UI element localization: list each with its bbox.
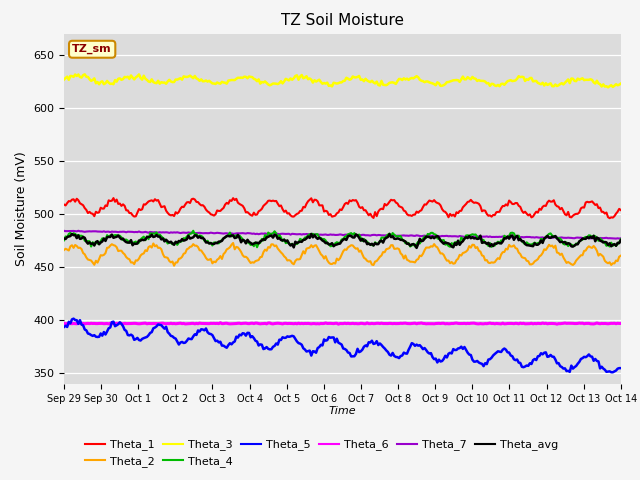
Line: Theta_7: Theta_7 [64,231,621,239]
Theta_2 [229,240,237,246]
Theta_7 [612,236,620,241]
Title: TZ Soil Moisture: TZ Soil Moisture [281,13,404,28]
Theta_1 [358,204,366,210]
Theta_avg [319,238,326,243]
Theta_6 [612,321,620,326]
Theta_7 [319,232,326,238]
Theta_4 [617,237,625,242]
Theta_2 [210,259,218,264]
Theta_5 [612,368,620,373]
Theta_4 [320,236,328,242]
Theta_3 [617,81,625,86]
Theta_avg [617,237,625,243]
Theta_7 [60,228,68,234]
Theta_7 [596,235,604,241]
Line: Theta_2: Theta_2 [64,243,621,266]
Theta_1 [60,202,68,207]
Theta_5 [390,353,398,359]
Theta_1 [390,197,398,203]
Theta_avg [60,236,68,241]
Theta_3 [604,84,612,90]
Theta_4 [596,236,604,241]
Theta_7 [358,232,366,238]
Theta_4 [360,236,368,242]
Theta_3 [358,77,366,83]
Theta_avg [390,236,398,241]
Theta_6 [60,320,68,326]
Theta_5 [595,359,602,364]
Theta_7 [617,235,625,241]
Theta_2 [170,263,178,269]
Theta_avg [413,245,420,251]
Theta_5 [70,316,77,322]
Theta_3 [319,81,326,86]
Theta_5 [617,365,625,371]
Line: Theta_5: Theta_5 [64,319,621,372]
Theta_6 [216,320,224,325]
Theta_6 [617,321,625,326]
Line: Theta_1: Theta_1 [64,198,621,218]
Theta_3 [81,72,88,77]
Text: TZ_sm: TZ_sm [72,44,112,54]
Theta_3 [595,81,602,86]
Theta_5 [60,324,68,330]
Theta_1 [210,213,218,218]
Theta_4 [253,244,261,250]
Theta_avg [596,238,604,243]
Theta_2 [360,255,368,261]
Theta_1 [606,216,614,221]
X-axis label: Time: Time [328,407,356,417]
Theta_4 [189,228,197,234]
Theta_5 [210,335,218,341]
Theta_4 [60,238,68,243]
Theta_6 [319,321,326,326]
Theta_2 [392,246,400,252]
Theta_avg [358,236,366,242]
Theta_3 [390,80,398,86]
Theta_7 [390,233,398,239]
Theta_4 [210,240,218,245]
Theta_6 [390,321,398,326]
Theta_avg [307,231,315,237]
Theta_2 [617,253,625,259]
Theta_6 [553,321,561,327]
Theta_3 [210,81,218,86]
Theta_5 [358,347,366,353]
Theta_2 [612,258,620,264]
Theta_6 [358,321,366,326]
Line: Theta_3: Theta_3 [64,74,621,87]
Theta_7 [210,230,218,236]
Theta_4 [612,243,620,249]
Theta_5 [319,343,326,348]
Theta_6 [596,321,604,326]
Theta_2 [60,247,68,253]
Theta_1 [319,203,326,208]
Theta_2 [320,256,328,262]
Theta_5 [609,370,617,375]
Theta_7 [74,228,82,234]
Theta_7 [595,236,602,241]
Line: Theta_avg: Theta_avg [64,234,621,248]
Theta_6 [209,321,216,326]
Theta_1 [595,205,602,211]
Theta_1 [109,195,117,201]
Y-axis label: Soil Moisture (mV): Soil Moisture (mV) [15,151,28,266]
Theta_4 [392,233,400,239]
Line: Theta_6: Theta_6 [64,323,621,324]
Line: Theta_4: Theta_4 [64,231,621,247]
Theta_3 [60,77,68,83]
Theta_avg [612,243,620,249]
Theta_2 [596,251,604,257]
Legend: Theta_1, Theta_2, Theta_3, Theta_4, Theta_5, Theta_6, Theta_7, Theta_avg: Theta_1, Theta_2, Theta_3, Theta_4, Thet… [81,435,563,471]
Theta_3 [612,82,620,87]
Theta_avg [209,241,216,247]
Theta_1 [617,207,625,213]
Theta_1 [612,211,620,216]
